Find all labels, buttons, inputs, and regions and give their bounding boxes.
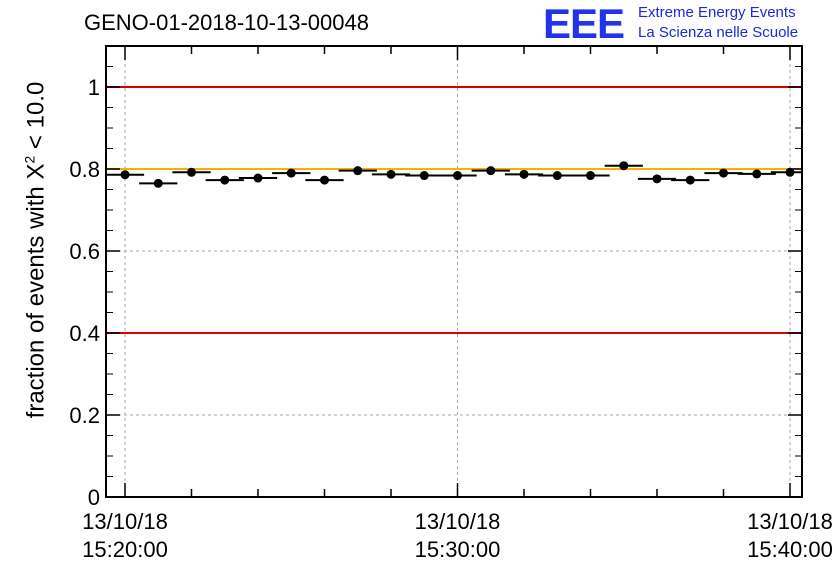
chart-title: GENO-01-2018-10-13-00048	[84, 10, 369, 35]
eee-logo: EEE Extreme Energy Events La Scienza nel…	[543, 2, 833, 46]
eee-logo-mark: EEE	[543, 0, 625, 47]
x-tick-label-date: 13/10/18	[415, 509, 501, 534]
data-point	[619, 161, 629, 171]
data-point	[286, 168, 296, 178]
data-point	[220, 175, 230, 185]
y-axis-label: fraction of events with X2 < 10.0	[22, 82, 51, 419]
data-point	[519, 169, 529, 179]
data-point	[719, 168, 728, 178]
y-tick-label: 0.6	[69, 239, 100, 264]
data-point	[685, 175, 695, 185]
data-point	[453, 171, 462, 181]
y-axis-label-superscript: 2	[21, 155, 38, 164]
data-point	[419, 171, 429, 181]
y-tick-label: 0.8	[69, 157, 100, 182]
data-point	[187, 167, 196, 177]
data-point	[486, 166, 496, 176]
data-point	[586, 171, 595, 181]
data-point	[652, 174, 662, 184]
y-tick-label: 0	[88, 485, 100, 510]
x-tick-label-date: 13/10/18	[747, 509, 833, 534]
data-point	[386, 169, 396, 179]
x-tick-label-date: 13/10/18	[82, 509, 168, 534]
data-point	[552, 171, 562, 181]
logo-text-line-1: Extreme Energy Events	[638, 4, 796, 21]
x-tick-label-time: 15:20:00	[82, 537, 168, 562]
data-point	[253, 173, 263, 183]
data-point	[320, 175, 329, 185]
plot-frame	[105, 45, 803, 498]
x-tick-label-time: 15:30:00	[415, 537, 501, 562]
y-tick-label: 0.4	[69, 321, 100, 346]
y-axis-label-prefix: fraction of events with X	[22, 163, 50, 419]
x-tick-label-time: 15:40:00	[747, 537, 833, 562]
data-point	[752, 169, 762, 179]
y-tick-label: 1	[88, 75, 100, 100]
y-tick-label: 0.2	[69, 403, 100, 428]
data-point	[785, 167, 795, 177]
data-point	[120, 170, 130, 180]
logo-text-line-2: La Scienza nelle Scuole	[638, 24, 799, 41]
y-axis-label-suffix: < 10.0	[22, 81, 50, 156]
data-point	[353, 166, 363, 176]
data-point	[153, 178, 163, 188]
